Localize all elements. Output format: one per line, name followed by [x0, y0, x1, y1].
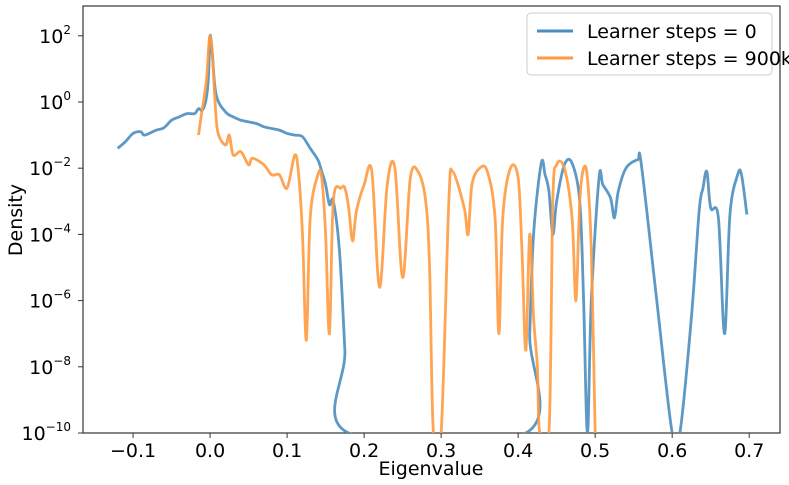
legend-label-series-1: Learner steps = 900k — [587, 48, 789, 70]
x-tick-label: −0.1 — [110, 440, 156, 462]
x-tick-label: 0.0 — [195, 440, 225, 462]
series-layer — [116, 33, 749, 433]
x-tick-label: 0.5 — [580, 440, 610, 462]
y-axis-ticks: 10−10 10−8 10−6 10−4 10−2 100 102 — [21, 23, 83, 445]
y-tick-label: 10−6 — [29, 288, 71, 313]
legend: Learner steps = 0 Learner steps = 900k — [526, 12, 789, 76]
legend-box — [526, 12, 773, 76]
y-tick-label: 10−8 — [29, 354, 71, 379]
x-tick-label: 0.2 — [349, 440, 379, 462]
x-tick-label: 0.6 — [657, 440, 687, 462]
y-tick-label: 100 — [39, 89, 71, 114]
y-tick-label: 102 — [39, 23, 71, 48]
y-axis-title: Density — [5, 184, 27, 256]
series-line-0 — [116, 33, 749, 433]
x-axis-title: Eigenvalue — [379, 458, 484, 480]
x-tick-label: 0.4 — [503, 440, 533, 462]
series-line-1 — [197, 34, 597, 433]
y-tick-label: 10−10 — [21, 420, 71, 445]
x-tick-label: 0.7 — [734, 440, 764, 462]
x-tick-label: 0.3 — [426, 440, 456, 462]
x-tick-label: 0.1 — [272, 440, 302, 462]
y-tick-label: 10−2 — [29, 155, 71, 180]
legend-label-series-0: Learner steps = 0 — [587, 21, 757, 43]
y-tick-label: 10−4 — [29, 221, 71, 246]
x-axis-ticks: −0.1 0.0 0.1 0.2 0.3 0.4 0.5 0.6 0.7 — [110, 433, 764, 462]
